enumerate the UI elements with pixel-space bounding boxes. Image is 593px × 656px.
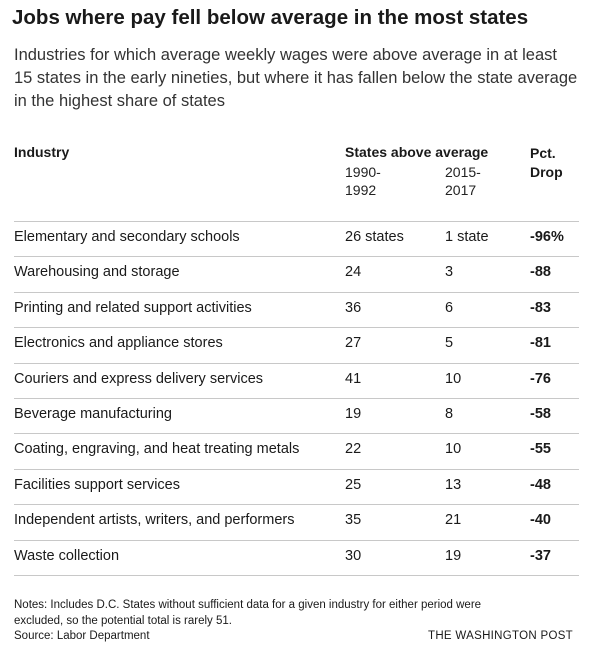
value-cell: 19: [345, 406, 362, 422]
column-header: 2015-2017: [445, 164, 481, 198]
value-cell: 10: [445, 441, 462, 458]
value-cell: 27: [345, 335, 362, 352]
row-rule: [14, 291, 579, 293]
group-header: States above average: [345, 144, 489, 160]
value-cell: -81: [530, 335, 551, 352]
value-cell: 25: [345, 476, 362, 493]
value-cell: 24: [345, 264, 362, 281]
value-cell: 13: [445, 476, 462, 493]
source: Source: Labor Department: [14, 630, 150, 642]
value-cell: -83: [530, 299, 551, 316]
value-cell: -55: [530, 441, 551, 458]
row-rule: [14, 468, 579, 470]
row-rule: [14, 327, 579, 329]
row-rule: [14, 539, 579, 541]
title: Jobs where pay fell below average in the…: [12, 6, 529, 29]
value-cell: 1 state: [445, 229, 489, 245]
value-cell: 26 states: [345, 229, 404, 245]
value-cell: 22: [345, 441, 362, 458]
row-rule: [14, 221, 579, 222]
industry-cell: Waste collection: [14, 547, 120, 564]
column-header: 1990-1992: [345, 164, 381, 198]
value-cell: 3: [445, 264, 454, 281]
row-rule: [14, 575, 579, 576]
notes: Notes: Includes D.C. States without suff…: [14, 599, 482, 627]
value-cell: -37: [530, 547, 551, 564]
value-cell: -58: [530, 406, 551, 422]
value-cell: 35: [345, 512, 362, 529]
row-rule: [14, 362, 579, 364]
value-cell: 36: [345, 299, 362, 316]
value-cell: 30: [345, 547, 362, 564]
value-cell: 19: [445, 547, 462, 564]
row-rule: [14, 433, 579, 435]
value-cell: 6: [445, 299, 454, 316]
industry-cell: Printing and related support activities: [14, 299, 252, 316]
industry-cell: Independent artists, writers, and perfor…: [14, 512, 295, 529]
column-header: Industry: [14, 144, 70, 160]
row-rule: [14, 504, 579, 506]
column-header: Pct. Drop: [530, 145, 563, 180]
value-cell: 5: [445, 335, 454, 352]
value-cell: -40: [530, 512, 551, 529]
value-cell: -96%: [530, 229, 564, 245]
subtitle: Industries for which average weekly wage…: [14, 46, 578, 110]
value-cell: -76: [530, 370, 551, 387]
value-cell: -48: [530, 476, 551, 493]
industry-cell: Electronics and appliance stores: [14, 335, 223, 352]
row-rule: [14, 398, 579, 399]
value-cell: 21: [445, 512, 462, 529]
industry-cell: Coating, engraving, and heat treating me…: [14, 441, 300, 458]
industry-cell: Couriers and express delivery services: [14, 370, 264, 387]
value-cell: 10: [445, 370, 462, 387]
value-cell: 8: [445, 406, 454, 422]
row-rule: [14, 256, 579, 258]
industry-cell: Warehousing and storage: [14, 264, 180, 281]
value-cell: 41: [345, 370, 362, 387]
credit: THE WASHINGTON POST: [428, 630, 573, 642]
industry-cell: Elementary and secondary schools: [14, 229, 240, 245]
industry-cell: Facilities support services: [14, 476, 180, 493]
value-cell: -88: [530, 264, 551, 281]
industry-cell: Beverage manufacturing: [14, 406, 172, 422]
